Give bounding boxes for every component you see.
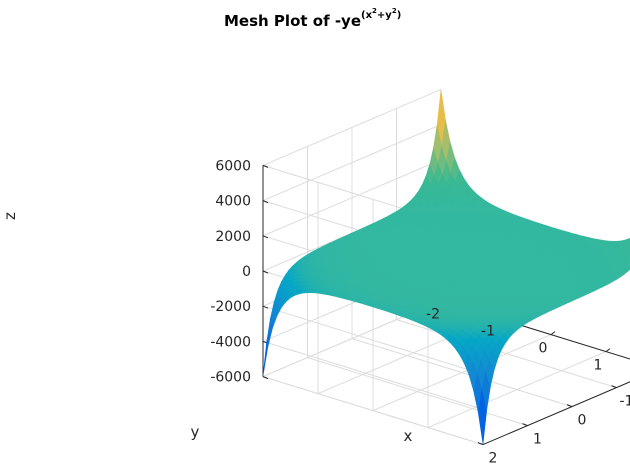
z-tick-label: -4000 bbox=[210, 334, 251, 350]
y-tick-label: 0 bbox=[578, 413, 587, 429]
y-tick-label: 2 bbox=[489, 451, 498, 467]
chart-title: Mesh Plot of -ye(x2+y2) bbox=[224, 7, 401, 30]
z-tick-label: 2000 bbox=[215, 229, 251, 245]
x-tick-label: 1 bbox=[594, 358, 603, 374]
z-axis-label: z bbox=[1, 212, 19, 220]
y-tick-label: 1 bbox=[533, 432, 542, 448]
y-axis-label: y bbox=[191, 423, 200, 441]
y-tick-label: -1 bbox=[620, 394, 630, 410]
z-tick-label: -6000 bbox=[210, 370, 251, 386]
x-tick-mark bbox=[551, 332, 555, 335]
x-tick-label: -1 bbox=[481, 324, 495, 340]
z-tick-label: 4000 bbox=[215, 194, 251, 210]
z-tick-label: 0 bbox=[242, 264, 251, 280]
x-axis-label: x bbox=[404, 427, 413, 445]
x-tick-label: 0 bbox=[539, 341, 548, 357]
grid-floor-x bbox=[483, 369, 630, 445]
x-tick-mark bbox=[606, 349, 610, 352]
x-tick-label: -2 bbox=[426, 307, 440, 323]
y-axis-line bbox=[483, 369, 630, 445]
z-tick-label: -2000 bbox=[210, 299, 251, 315]
z-tick-label: 6000 bbox=[215, 158, 251, 174]
